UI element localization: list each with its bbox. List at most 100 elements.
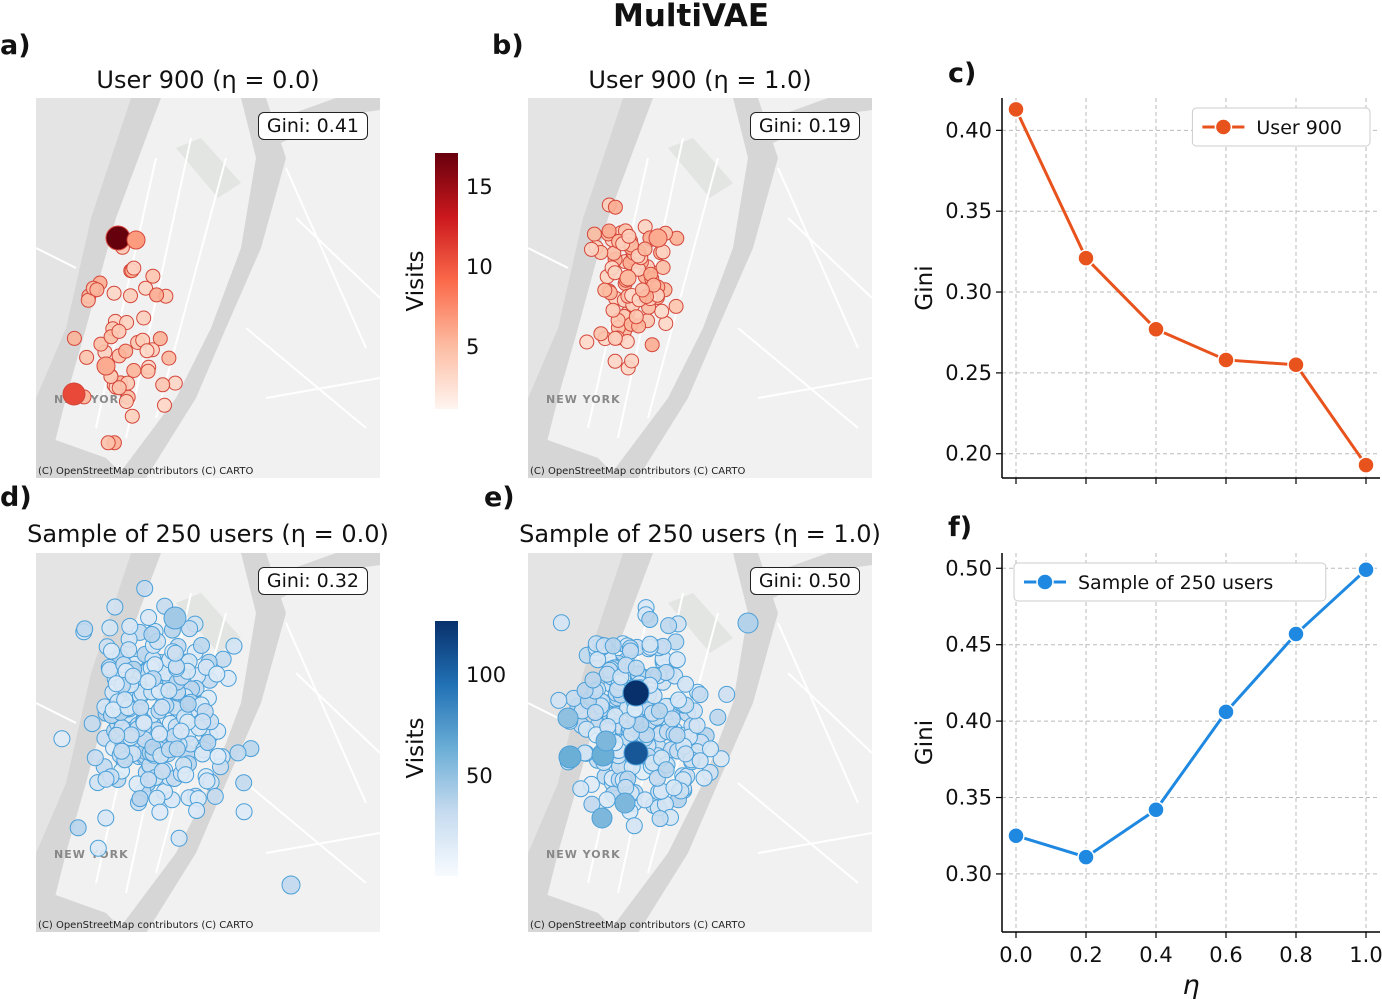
visit-point (111, 380, 127, 396)
map-e: NEW YORK Gini: 0.50 (C) OpenStreetMap co… (528, 553, 872, 932)
y-tick-label: 0.35 (945, 199, 992, 223)
visit-point (89, 282, 105, 298)
data-point (1287, 625, 1305, 643)
visit-point (208, 665, 226, 683)
visit-point (136, 310, 152, 326)
visit-point (124, 667, 142, 685)
visit-point (145, 268, 161, 284)
panel-label-e: e) (484, 482, 515, 513)
visit-point (281, 875, 301, 895)
visit-point (105, 225, 131, 251)
visit-point (229, 744, 247, 762)
chart-f: 0.30 0.35 0.40 0.45 0.50 0.0 0.2 0.4 0.6 0.8 1.0 Gi… (912, 553, 1382, 999)
map-attribution: (C) OpenStreetMap contributors (C) CARTO (530, 920, 746, 931)
visit-point (550, 691, 568, 709)
visit-point (206, 787, 224, 805)
visit-points (550, 599, 759, 835)
visit-point (668, 726, 686, 744)
colorbar-red (435, 153, 458, 409)
visit-point (660, 617, 678, 635)
colorbar-blue-tick: 50 (466, 764, 493, 788)
visit-point (584, 241, 599, 257)
x-tick-label: 0.8 (1279, 943, 1312, 967)
visit-point (97, 809, 115, 827)
visit-point (688, 716, 706, 734)
visit-point (138, 280, 154, 296)
visit-point (199, 734, 217, 751)
visit-point (623, 740, 649, 766)
visit-point (584, 671, 602, 689)
visit-point (153, 698, 171, 716)
visit-point (619, 269, 637, 287)
visit-point (124, 408, 140, 424)
visit-point (622, 679, 650, 707)
data-point (1357, 561, 1375, 579)
visit-point (601, 223, 617, 239)
visit-point (668, 651, 686, 669)
data-point (1077, 249, 1095, 267)
visit-point (111, 323, 127, 339)
visit-point (132, 699, 150, 717)
visit-point (586, 226, 602, 242)
x-tick-label: 0.6 (1209, 943, 1242, 967)
visit-point (93, 336, 109, 352)
data-point (1077, 848, 1095, 866)
visit-point (167, 375, 183, 391)
y-tick-label: 0.50 (945, 556, 992, 580)
visit-point (170, 829, 188, 847)
visit-point (214, 650, 232, 668)
visit-point (650, 702, 668, 720)
visit-point (89, 839, 107, 857)
visit-point (53, 730, 71, 748)
map-a-title: User 900 (η = 0.0) (96, 66, 320, 94)
visit-point (625, 817, 643, 835)
visit-point (148, 789, 166, 807)
visit-point (163, 606, 187, 630)
legend-label: User 900 (1256, 117, 1342, 139)
visit-point (628, 309, 644, 325)
visit-point (126, 363, 142, 378)
visit-point (648, 228, 668, 248)
visit-point (641, 611, 659, 628)
visit-point (670, 691, 687, 709)
data-point (1147, 320, 1165, 338)
visit-point (668, 298, 684, 314)
visit-point (123, 288, 138, 304)
visit-point (151, 725, 168, 743)
panel-label-c: c) (948, 58, 977, 89)
colorbar-blue-tick: 100 (466, 663, 507, 687)
visit-point (149, 287, 165, 303)
figure-title: MultiVAE (612, 0, 770, 34)
chart-c: 0.20 0.25 0.30 0.35 0.40 Gini User 900 (912, 98, 1380, 484)
gini-box: Gini: 0.19 (749, 112, 860, 140)
city-label: NEW YORK (546, 848, 621, 861)
visit-point (62, 382, 86, 406)
y-tick-label: 0.40 (945, 709, 992, 733)
visit-point (663, 710, 681, 728)
city-label: NEW YORK (54, 848, 129, 861)
visit-point (637, 241, 653, 257)
visit-point (103, 642, 120, 660)
visit-point (140, 771, 157, 789)
map-e-title: Sample of 250 users (η = 1.0) (519, 520, 881, 548)
x-tick-label: 0.4 (1139, 943, 1172, 967)
series-line (1014, 108, 1368, 466)
y-tick-label: 0.30 (945, 862, 992, 886)
visit-point (607, 353, 623, 369)
visit-point (677, 745, 695, 763)
y-tick-label: 0.35 (945, 786, 992, 810)
visit-point (168, 740, 186, 758)
visit-point (655, 260, 671, 275)
visit-point (235, 774, 253, 792)
visit-point (118, 394, 134, 409)
visit-point (188, 802, 206, 819)
visit-points (53, 580, 301, 895)
visit-point (657, 761, 675, 779)
visit-point (598, 791, 616, 809)
visit-point (641, 635, 659, 653)
x-tick-label: 0.2 (1069, 943, 1102, 967)
visit-point (695, 769, 713, 787)
visit-point (66, 330, 82, 346)
visit-point (622, 642, 639, 660)
map-d-title: Sample of 250 users (η = 0.0) (27, 520, 389, 548)
